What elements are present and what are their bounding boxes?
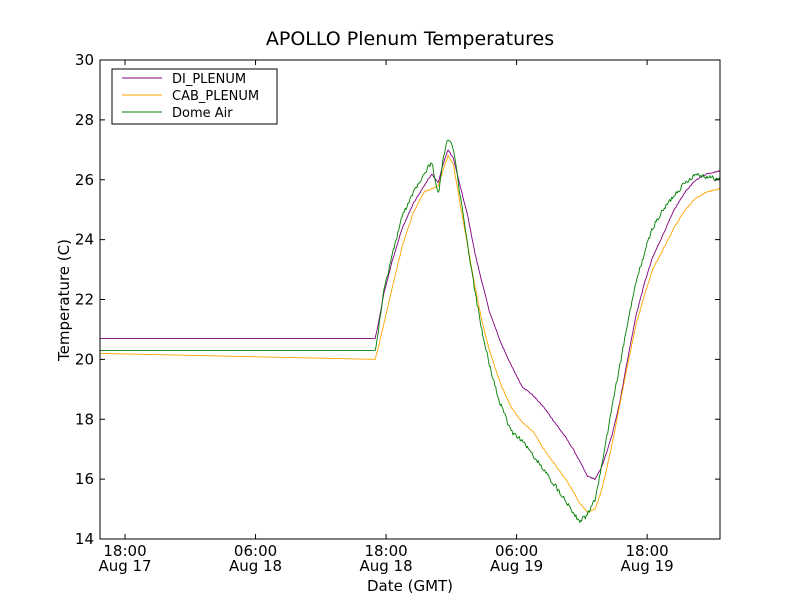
y-axis-label: Temperature (C) <box>55 239 73 362</box>
series-line-cab-plenum <box>100 154 720 513</box>
x-tick-label-date: Aug 17 <box>98 557 151 575</box>
y-tick-label: 14 <box>75 530 94 548</box>
y-tick-label: 26 <box>75 171 94 189</box>
x-tick-label-time: 18:00 <box>364 542 407 560</box>
y-tick-label: 28 <box>75 111 94 129</box>
x-tick-label-time: 06:00 <box>234 542 277 560</box>
y-tick-label: 24 <box>75 231 94 249</box>
y-axis: 14 16 18 20 22 24 26 28 30 <box>75 51 720 548</box>
y-tick-label: 30 <box>75 51 94 69</box>
x-axis-label: Date (GMT) <box>367 577 453 595</box>
legend: DI_PLENUM CAB_PLENUM Dome Air <box>111 68 278 125</box>
x-tick-label-date: Aug 18 <box>229 557 282 575</box>
series-line-dome-air <box>100 139 720 523</box>
y-tick-label: 18 <box>75 410 94 428</box>
series-line-di-plenum <box>100 149 720 481</box>
x-tick-label-date: Aug 19 <box>621 557 674 575</box>
series-layer <box>100 139 720 523</box>
y-tick-label: 22 <box>75 291 94 309</box>
chart-title: APOLLO Plenum Temperatures <box>266 28 554 50</box>
legend-label: DI_PLENUM <box>172 72 246 87</box>
x-tick-label-time: 18:00 <box>103 542 146 560</box>
x-tick-label-time: 18:00 <box>626 542 669 560</box>
y-tick-label: 20 <box>75 350 94 368</box>
x-tick-label-time: 06:00 <box>495 542 538 560</box>
legend-label: CAB_PLENUM <box>172 89 259 104</box>
x-tick-label-date: Aug 18 <box>359 557 412 575</box>
plot-area <box>100 139 720 523</box>
x-tick-label-date: Aug 19 <box>490 557 543 575</box>
legend-label: Dome Air <box>172 106 233 121</box>
y-tick-label: 16 <box>75 470 94 488</box>
